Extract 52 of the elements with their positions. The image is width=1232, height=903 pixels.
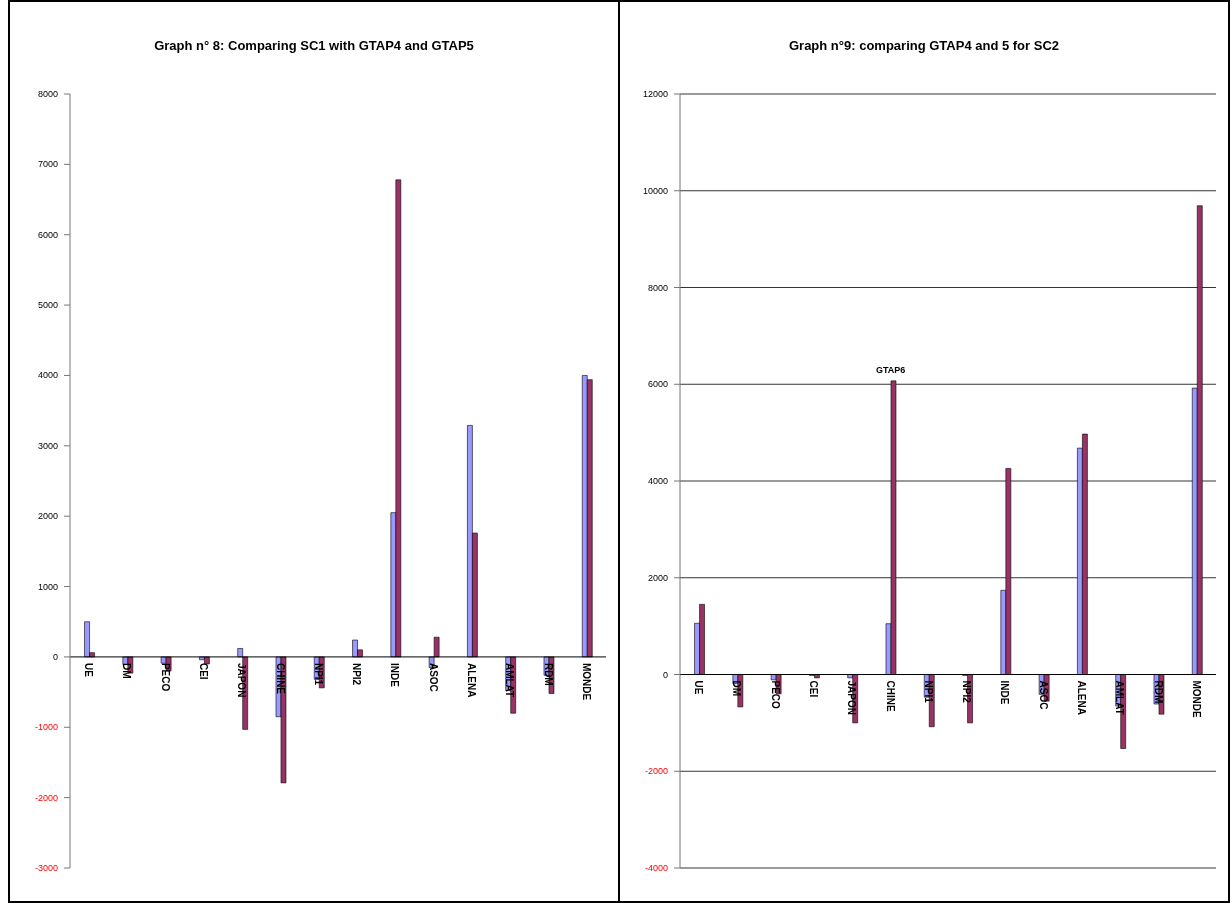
x-tick-label: ASOC xyxy=(1037,680,1049,710)
x-tick-label: CEI xyxy=(198,662,209,680)
y-tick-label: 1000 xyxy=(37,581,58,592)
x-tick-label: CEI xyxy=(808,680,819,698)
y-tick-label: 2000 xyxy=(647,572,668,583)
x-tick-label: NPI2 xyxy=(961,680,973,704)
x-tick-label: NPI1 xyxy=(922,680,934,704)
x-tick-label: INDE xyxy=(389,662,401,688)
y-tick-label: 6000 xyxy=(37,229,58,240)
y-tick-label: 3000 xyxy=(37,440,58,451)
x-tick-label: UE xyxy=(83,662,95,678)
x-tick-label: AMLAT xyxy=(1114,680,1126,715)
x-tick-label: NPI1 xyxy=(312,662,324,686)
y-tick-label: 10000 xyxy=(642,185,668,196)
x-tick-label: DM xyxy=(731,680,743,697)
x-tick-label: MONDE xyxy=(580,662,592,701)
x-tick-label: NPI2 xyxy=(351,662,363,686)
x-tick-label: UE xyxy=(693,680,705,695)
x-tick-label: PECO xyxy=(159,662,171,692)
x-tick-label: AMLAT xyxy=(504,662,516,698)
x-tick-label: DM xyxy=(121,662,133,679)
y-tick-label: -4000 xyxy=(644,863,668,873)
x-tick-label: CHINE xyxy=(884,680,896,712)
y-tick-label: -2000 xyxy=(34,792,58,803)
y-tick-label: 12000 xyxy=(642,89,668,99)
y-tick-label: 4000 xyxy=(647,476,668,486)
x-tick-label: JAPON xyxy=(846,680,858,715)
y-tick-label: -3000 xyxy=(34,863,58,873)
y-tick-label: 0 xyxy=(662,669,668,680)
x-tick-label: MONDE xyxy=(1190,680,1202,719)
y-tick-label: 5000 xyxy=(37,300,58,311)
x-tick-label: ALENA xyxy=(1076,680,1087,715)
y-tick-label: -2000 xyxy=(644,766,668,777)
x-tick-label: PECO xyxy=(769,680,781,710)
y-tick-label: 0 xyxy=(52,651,58,662)
y-tick-label: 8000 xyxy=(647,282,668,293)
chart-title: Graph n° 8: Comparing SC1 with GTAP4 and GTAP5 xyxy=(153,38,475,53)
y-tick-label: 8000 xyxy=(37,89,58,99)
y-tick-label: 4000 xyxy=(37,370,58,381)
x-tick-label: RDM xyxy=(542,662,554,686)
x-tick-label: ALENA xyxy=(466,662,477,698)
annotation: GTAP6 xyxy=(875,364,906,375)
y-tick-label: 2000 xyxy=(37,511,58,522)
x-tick-label: JAPON xyxy=(236,662,248,698)
x-tick-label: RDM xyxy=(1152,680,1164,704)
y-tick-label: -1000 xyxy=(34,722,58,733)
y-tick-label: 7000 xyxy=(37,159,58,170)
x-tick-label: INDE xyxy=(999,680,1011,705)
chart-title: Graph n°9: comparing GTAP4 and 5 for SC2 xyxy=(787,38,1061,53)
y-tick-label: 6000 xyxy=(647,379,668,390)
x-tick-label: CHINE xyxy=(274,662,286,695)
x-tick-label: ASOC xyxy=(427,662,439,692)
